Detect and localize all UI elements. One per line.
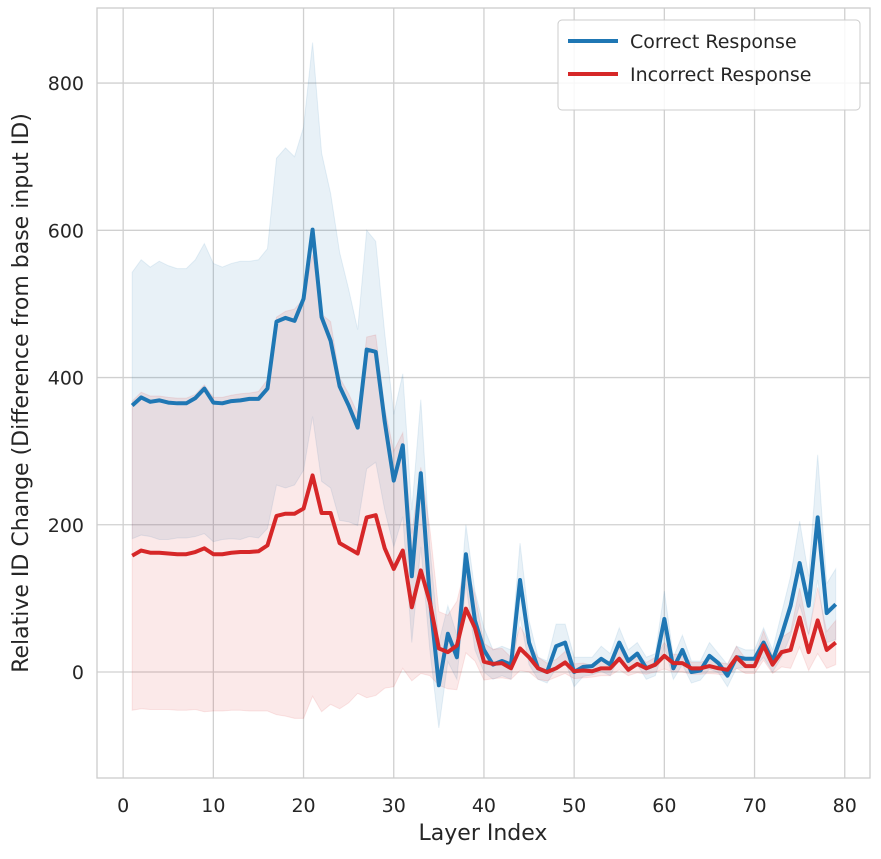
x-tick-label: 50 xyxy=(562,795,586,817)
x-tick-label: 70 xyxy=(742,795,766,817)
plot-border xyxy=(96,7,871,779)
x-tick-label: 80 xyxy=(833,795,857,817)
x-tick-label: 40 xyxy=(472,795,496,817)
x-tick-label: 0 xyxy=(117,795,129,817)
legend-label: Correct Response xyxy=(630,31,797,53)
legend-box xyxy=(557,19,861,111)
y-axis-label: Relative ID Change (Difference from base… xyxy=(9,113,34,673)
y-tick-label: 800 xyxy=(48,73,84,95)
y-tick-label: 400 xyxy=(48,368,84,390)
x-axis-label: Layer Index xyxy=(419,821,548,846)
confidence-band xyxy=(131,42,837,729)
line xyxy=(131,473,837,674)
x-tick-label: 20 xyxy=(291,795,315,817)
x-tick-label: 10 xyxy=(201,795,225,817)
line xyxy=(130,227,838,688)
y-tick-label: 0 xyxy=(72,662,84,684)
x-tick-label: 30 xyxy=(382,795,406,817)
legend-label: Incorrect Response xyxy=(630,64,811,86)
x-tick-label: 60 xyxy=(652,795,676,817)
y-tick-label: 200 xyxy=(48,515,84,537)
y-tick-label: 600 xyxy=(48,220,84,242)
confidence-band xyxy=(131,254,837,719)
